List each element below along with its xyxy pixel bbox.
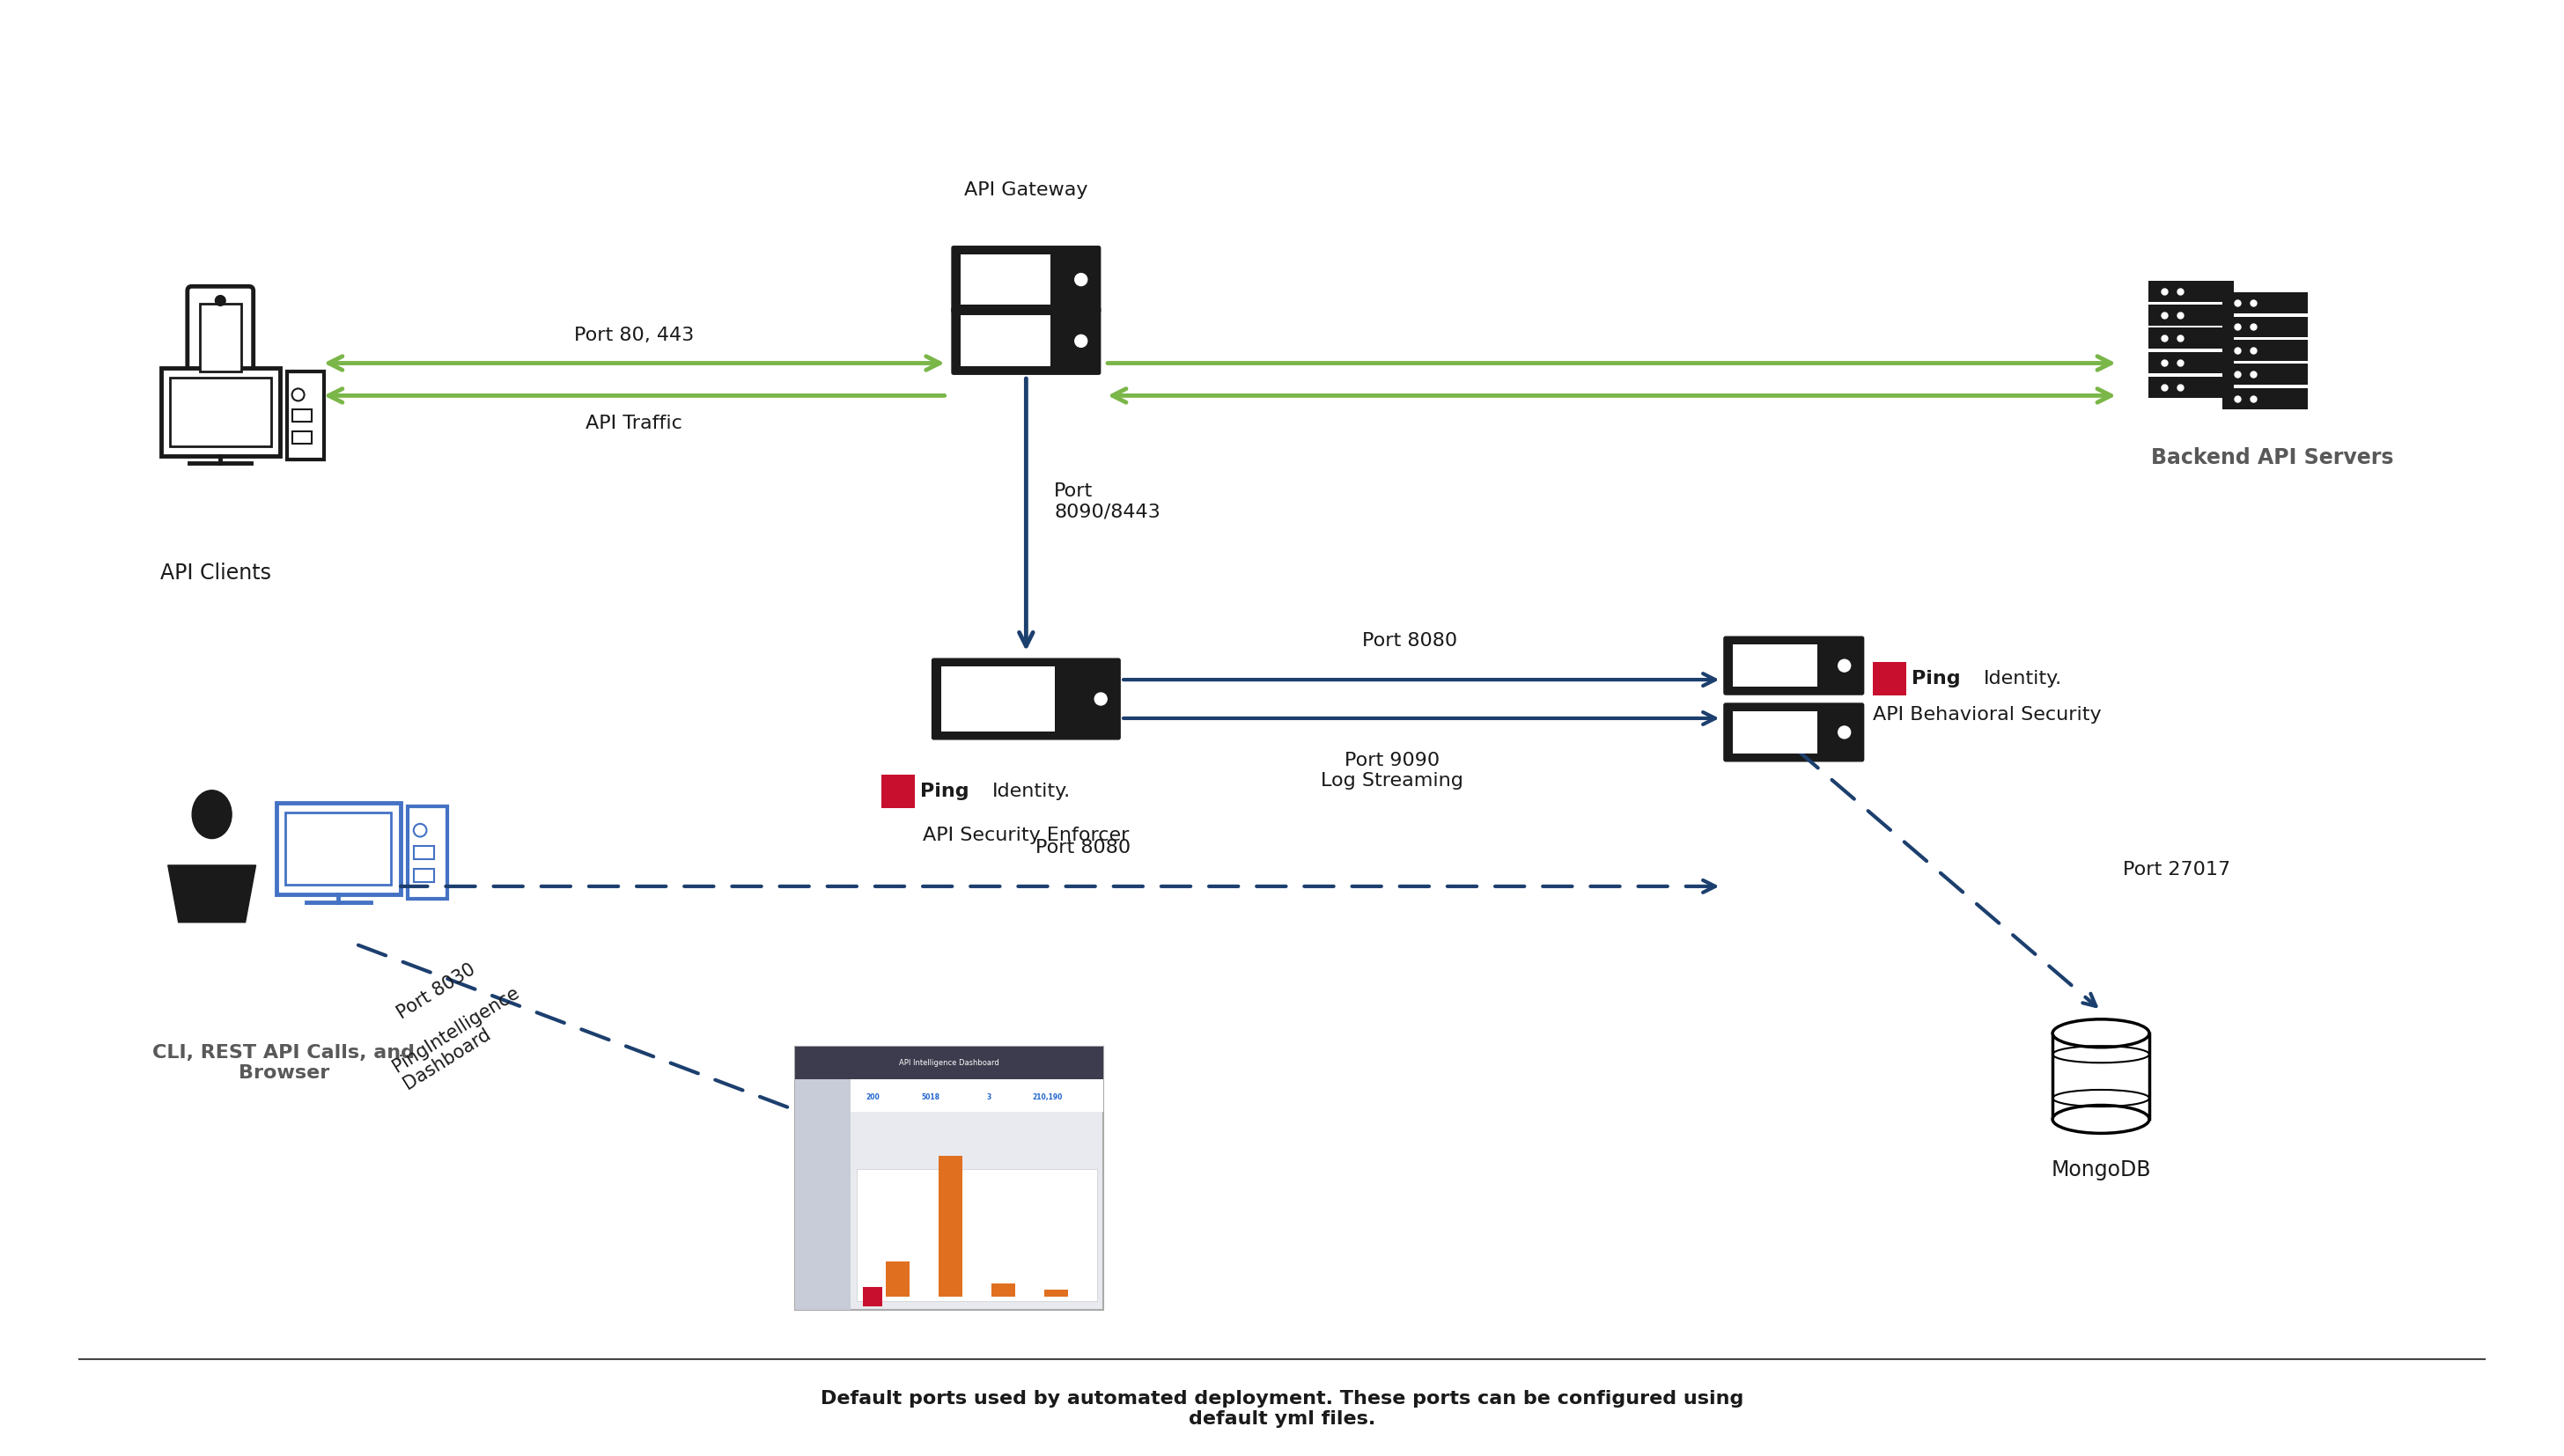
Text: Port
8090/8443: Port 8090/8443 [1054, 482, 1161, 521]
FancyBboxPatch shape [169, 379, 272, 447]
Text: Identity.: Identity. [1985, 670, 2061, 687]
FancyBboxPatch shape [1723, 703, 1864, 761]
Ellipse shape [2054, 1105, 2149, 1133]
Ellipse shape [1095, 693, 1108, 705]
FancyBboxPatch shape [795, 1047, 1103, 1309]
FancyBboxPatch shape [795, 1079, 851, 1309]
FancyBboxPatch shape [962, 255, 1051, 304]
FancyBboxPatch shape [795, 1047, 1103, 1079]
FancyBboxPatch shape [951, 307, 1100, 374]
FancyBboxPatch shape [795, 1079, 1103, 1112]
Text: 210,190: 210,190 [1033, 1093, 1064, 1101]
FancyBboxPatch shape [292, 409, 310, 422]
FancyBboxPatch shape [2149, 352, 2233, 374]
Text: Identity.: Identity. [992, 782, 1069, 799]
Text: API Behavioral Security: API Behavioral Security [1872, 706, 2102, 724]
FancyBboxPatch shape [2149, 281, 2233, 301]
Text: Port 8030: Port 8030 [395, 961, 479, 1022]
FancyBboxPatch shape [2054, 1034, 2149, 1120]
Ellipse shape [2054, 1019, 2149, 1047]
Text: Port 8080: Port 8080 [1361, 632, 1456, 649]
Text: PingIntelligence
Dashboard: PingIntelligence Dashboard [390, 983, 533, 1093]
FancyBboxPatch shape [285, 812, 392, 885]
FancyBboxPatch shape [2223, 341, 2308, 361]
Text: 5018: 5018 [920, 1093, 941, 1101]
FancyBboxPatch shape [287, 371, 323, 460]
FancyBboxPatch shape [413, 846, 433, 859]
Ellipse shape [215, 296, 226, 306]
FancyBboxPatch shape [1044, 1289, 1069, 1296]
FancyBboxPatch shape [933, 658, 1120, 740]
Text: Port 9090
Log Streaming: Port 9090 Log Streaming [1320, 751, 1464, 789]
FancyBboxPatch shape [2223, 389, 2308, 409]
Ellipse shape [292, 389, 305, 400]
FancyBboxPatch shape [2149, 304, 2233, 325]
FancyBboxPatch shape [277, 802, 400, 895]
Text: API Clients: API Clients [162, 562, 272, 584]
Text: Port 8080: Port 8080 [1036, 839, 1131, 856]
FancyBboxPatch shape [292, 431, 310, 444]
FancyBboxPatch shape [1733, 712, 1818, 753]
Ellipse shape [1838, 660, 1851, 671]
FancyBboxPatch shape [162, 368, 279, 456]
FancyBboxPatch shape [413, 869, 433, 882]
FancyBboxPatch shape [1723, 636, 1864, 695]
Text: API Security Enforcer: API Security Enforcer [923, 826, 1128, 844]
FancyBboxPatch shape [992, 1283, 1015, 1296]
FancyBboxPatch shape [2223, 316, 2308, 338]
FancyBboxPatch shape [1872, 662, 1905, 696]
FancyBboxPatch shape [2149, 328, 2233, 349]
Ellipse shape [192, 791, 231, 839]
Text: MongoDB: MongoDB [2051, 1159, 2151, 1181]
FancyBboxPatch shape [941, 667, 1056, 731]
FancyBboxPatch shape [2149, 377, 2233, 397]
FancyBboxPatch shape [1733, 645, 1818, 687]
FancyBboxPatch shape [2223, 364, 2308, 384]
FancyBboxPatch shape [938, 1156, 962, 1296]
Text: Ping: Ping [1913, 670, 1961, 687]
Text: Port 27017: Port 27017 [2123, 862, 2231, 879]
FancyBboxPatch shape [962, 316, 1051, 367]
FancyBboxPatch shape [885, 1261, 910, 1296]
Ellipse shape [1838, 727, 1851, 738]
Text: Backend API Servers: Backend API Servers [2151, 447, 2392, 469]
Text: Port 80, 443: Port 80, 443 [574, 326, 695, 344]
Text: 200: 200 [867, 1093, 879, 1101]
Ellipse shape [1074, 274, 1087, 285]
Text: CLI, REST API Calls, and
Browser: CLI, REST API Calls, and Browser [154, 1044, 415, 1082]
FancyBboxPatch shape [187, 287, 254, 405]
FancyBboxPatch shape [408, 807, 446, 898]
Ellipse shape [413, 824, 426, 837]
FancyBboxPatch shape [200, 304, 241, 371]
FancyBboxPatch shape [864, 1287, 882, 1306]
FancyBboxPatch shape [2223, 293, 2308, 313]
Polygon shape [169, 865, 256, 922]
Text: Default ports used by automated deployment. These ports can be configured using
: Default ports used by automated deployme… [820, 1389, 1744, 1428]
Text: API Intelligence Dashboard: API Intelligence Dashboard [900, 1059, 1000, 1067]
FancyBboxPatch shape [951, 246, 1100, 313]
Text: Ping: Ping [920, 782, 969, 799]
FancyBboxPatch shape [856, 1169, 1097, 1300]
Text: 3: 3 [987, 1093, 992, 1101]
Text: API Traffic: API Traffic [585, 415, 682, 432]
FancyBboxPatch shape [882, 775, 915, 808]
Text: API Gateway: API Gateway [964, 181, 1087, 199]
Ellipse shape [1074, 335, 1087, 347]
